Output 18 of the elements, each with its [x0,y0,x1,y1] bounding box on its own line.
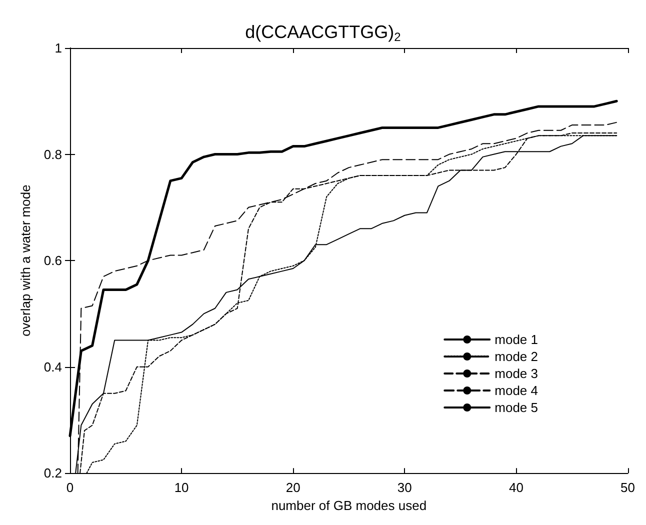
x-axis-title: number of GB modes used [271,498,427,513]
x-tick-label: 30 [397,480,412,496]
y-tick-label: 0.2 [44,466,62,481]
y-axis-title: overlap with a water mode [18,184,33,336]
y-tick-label: 0.8 [44,146,62,162]
x-tick-label: 20 [286,480,300,496]
x-tick-label: 0 [66,480,74,496]
legend-label: mode 2 [494,349,538,364]
x-tick-label: 50 [620,480,636,496]
legend-label: mode 4 [494,383,538,398]
y-tick-label: 0.4 [44,359,62,374]
legend-label: mode 5 [494,400,538,415]
legend-label: mode 3 [494,366,538,381]
x-tick-label: 10 [174,480,189,496]
y-tick-label: 1 [54,40,62,56]
x-tick-label: 40 [508,480,524,496]
y-tick-label: 0.6 [44,253,62,268]
legend-label: mode 1 [494,332,538,347]
